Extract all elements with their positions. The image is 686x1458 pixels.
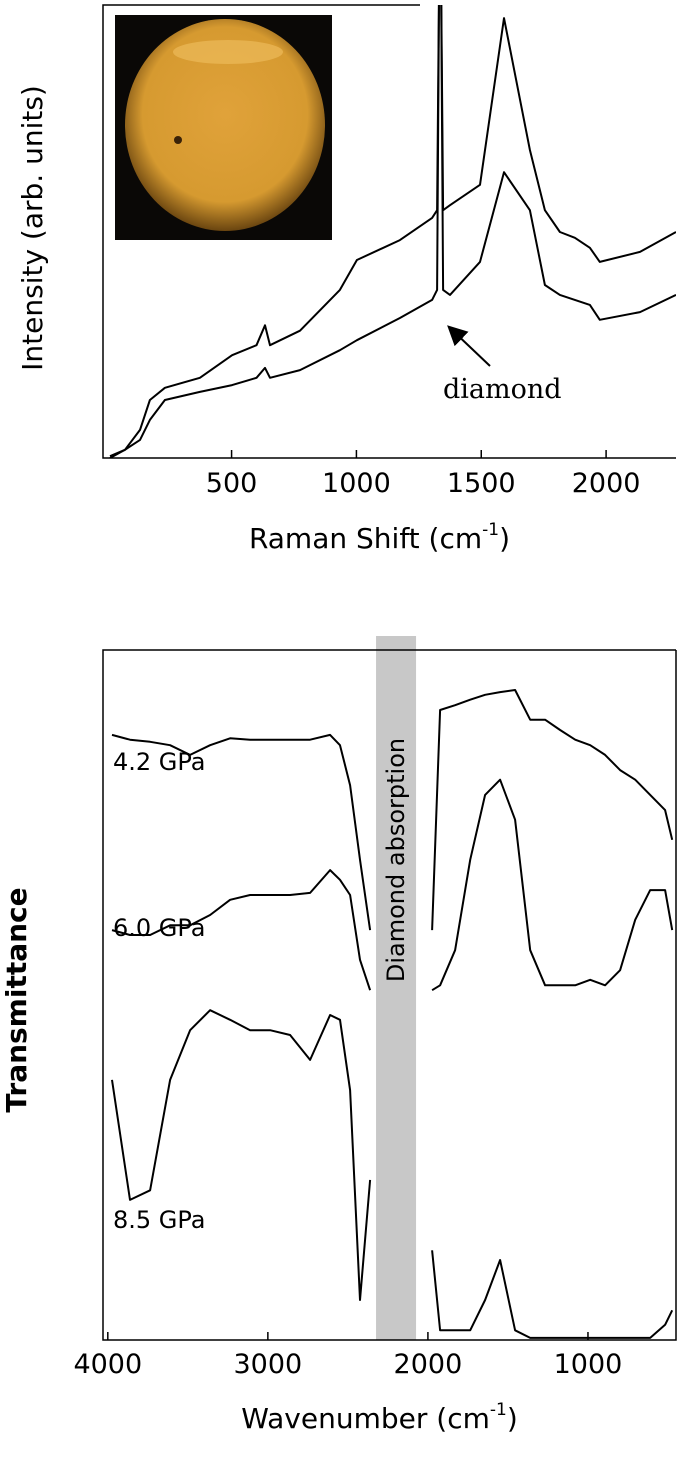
series-line [111,689,674,931]
shaded-region [376,636,417,1340]
x-tick-label: 1000 [554,1349,623,1380]
x-axis-label-end: ) [499,522,510,555]
x-axis-label: Wavenumber (cm-1) [241,1400,518,1435]
y-axis-label: Transmittance [0,887,33,1112]
x-axis-label-text: Wavenumber (cm [241,1402,490,1435]
x-tick-label: 500 [206,468,258,499]
series-line [109,5,676,458]
x-axis-label: Raman Shift (cm-1) [249,520,510,555]
shaded-region-label: Diamond absorption [382,738,410,982]
series-label: 8.5 GPa [113,1206,206,1234]
x-axis-label-text: Raman Shift (cm [249,522,482,555]
series-line [111,778,674,992]
series-group [111,689,674,1339]
series-line [111,1009,674,1339]
axis-frame [102,4,676,459]
axis-frame [102,649,677,1341]
x-tick-label: 4000 [73,1349,142,1380]
inset-photo [115,15,332,240]
x-axis-label-sup: -1 [482,520,499,540]
x-axis-label-end: ) [507,1402,518,1435]
x-axis-label-sup: -1 [490,1400,507,1420]
annotation-arrow [447,325,491,367]
series-group [109,5,676,458]
x-tick-label: 1500 [447,468,516,499]
series-label: 6.0 GPa [113,914,206,942]
x-tick-label: 1000 [322,468,391,499]
series-line [109,5,676,458]
x-tick-label: 2000 [572,468,641,499]
y-axis-label: Intensity (arb. units) [16,85,49,371]
annotation: diamond [443,374,562,405]
x-tick-label: 3000 [233,1349,302,1380]
x-tick-label: 2000 [394,1349,463,1380]
series-label: 4.2 GPa [113,748,206,776]
